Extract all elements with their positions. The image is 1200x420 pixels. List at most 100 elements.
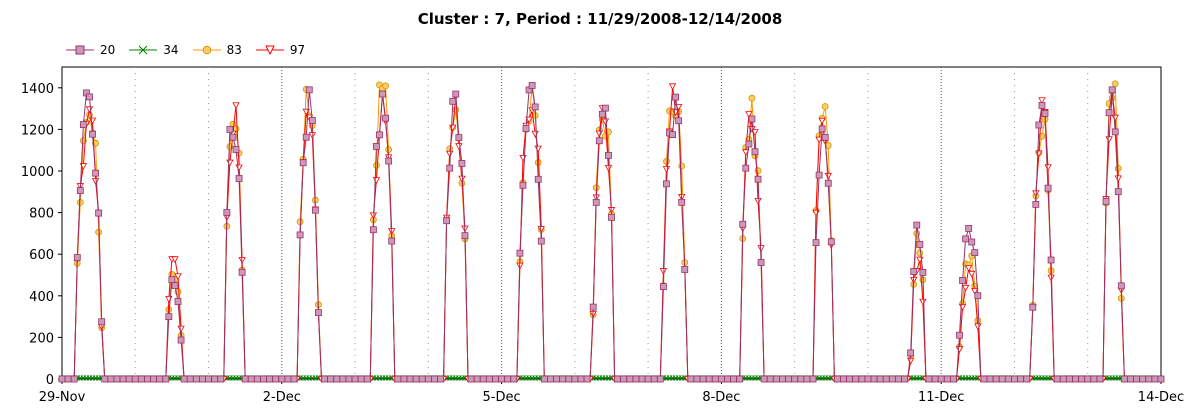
x-tick-label: 8-Dec (702, 390, 740, 405)
data-point-20 (895, 375, 902, 383)
data-point-20 (986, 375, 994, 383)
data-point-20 (266, 375, 273, 383)
data-point-20 (681, 266, 689, 273)
data-point-20 (1105, 109, 1113, 117)
legend-label-83: 83 (226, 43, 242, 57)
data-point-97 (971, 288, 979, 295)
data-point-20 (278, 375, 286, 383)
data-point-20 (962, 235, 970, 243)
data-point-20 (748, 115, 756, 123)
data-point-20 (1108, 86, 1116, 94)
data-point-20 (241, 375, 249, 383)
data-point-20 (1011, 375, 1018, 383)
legend-item-34: 34 (129, 43, 179, 57)
data-point-20 (412, 375, 420, 383)
data-point-97 (369, 212, 378, 220)
legend: 20 34 83 97 (66, 42, 319, 58)
data-point-20 (1023, 375, 1031, 383)
data-point-20 (321, 375, 328, 383)
data-point-20 (705, 375, 713, 383)
data-point-20 (565, 375, 573, 383)
data-point-20 (656, 375, 664, 383)
data-point-20 (601, 104, 609, 112)
data-point-97 (961, 284, 970, 292)
data-point-97 (458, 175, 466, 183)
data-point-20 (171, 282, 179, 289)
data-point-20 (711, 375, 719, 383)
data-point-20 (1032, 200, 1040, 208)
data-point-20 (956, 331, 963, 339)
data-point-20 (235, 175, 243, 182)
legend-label-97: 97 (289, 43, 306, 57)
data-point-20 (824, 179, 832, 187)
data-point-20 (1096, 375, 1104, 383)
data-point-20 (1038, 101, 1046, 109)
data-point-20 (925, 375, 933, 383)
data-point-20 (1111, 128, 1119, 136)
data-point-20 (797, 375, 805, 383)
data-point-20 (238, 268, 246, 276)
data-point-20 (678, 198, 686, 206)
y-tick-label: 600 (29, 248, 54, 263)
data-point-20 (199, 375, 206, 383)
data-point-20 (247, 375, 255, 383)
data-point-20 (192, 375, 200, 383)
data-point-20 (876, 375, 884, 383)
data-point-20 (724, 375, 731, 383)
data-point-20 (730, 375, 738, 383)
data-point-20 (217, 375, 225, 383)
data-point-20 (519, 181, 527, 189)
data-point-20 (605, 151, 612, 159)
data-point-20 (693, 375, 701, 383)
data-point-20 (620, 375, 628, 383)
data-point-20 (882, 375, 890, 383)
data-point-83 (821, 103, 829, 110)
data-point-20 (379, 90, 386, 98)
data-point-20 (644, 375, 652, 383)
data-point-20 (974, 292, 982, 300)
data-point-20 (980, 375, 988, 383)
data-point-20 (385, 157, 393, 165)
legend-marker-triangle-icon (255, 45, 284, 56)
data-point-20 (376, 131, 383, 139)
data-point-20 (827, 238, 835, 246)
data-point-20 (205, 375, 212, 383)
data-point-20 (73, 254, 81, 261)
data-point-20 (766, 375, 774, 383)
data-point-20 (510, 375, 518, 383)
data-point-20 (458, 160, 466, 167)
data-point-20 (1017, 375, 1024, 383)
data-point-20 (485, 375, 493, 383)
data-point-20 (1029, 303, 1037, 311)
y-tick-label: 200 (29, 331, 54, 346)
data-point-20 (638, 375, 646, 383)
data-point-20 (1041, 110, 1049, 117)
data-point-20 (840, 375, 847, 383)
data-point-20 (803, 375, 811, 383)
data-point-20 (113, 375, 121, 383)
data-point-20 (180, 375, 188, 383)
data-point-20 (452, 90, 460, 98)
legend-item-20: 20 (66, 43, 115, 57)
data-point-20 (632, 375, 640, 383)
data-point-97 (601, 118, 610, 126)
data-point-20 (888, 375, 896, 383)
data-point-97 (537, 226, 545, 233)
data-point-20 (492, 375, 499, 383)
data-point-20 (959, 277, 966, 284)
data-point-20 (308, 117, 316, 124)
data-point-97 (757, 245, 765, 252)
data-point-20 (119, 375, 127, 383)
data-point-97 (1044, 164, 1052, 172)
data-point-20 (919, 268, 927, 276)
data-point-83 (452, 106, 460, 114)
data-point-20 (467, 375, 475, 383)
data-point-97 (818, 117, 826, 125)
data-point-83 (1111, 80, 1119, 88)
data-point-20 (333, 375, 341, 383)
data-point-20 (473, 375, 481, 383)
data-point-20 (846, 375, 854, 383)
y-tick-label: 1000 (21, 165, 54, 180)
data-point-20 (137, 375, 145, 383)
data-point-20 (70, 375, 78, 383)
